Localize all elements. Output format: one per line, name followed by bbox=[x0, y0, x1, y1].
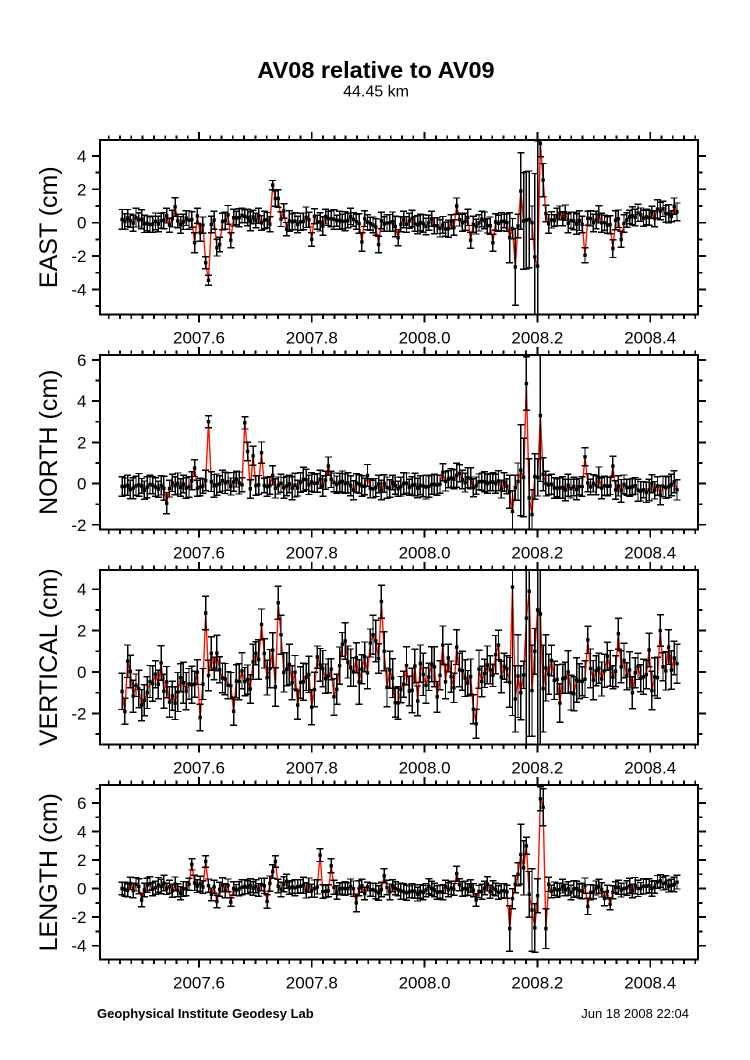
svg-text:2007.8: 2007.8 bbox=[286, 974, 338, 993]
svg-text:2: 2 bbox=[77, 433, 86, 452]
svg-text:-4: -4 bbox=[71, 281, 86, 300]
svg-text:2008.4: 2008.4 bbox=[624, 329, 676, 348]
svg-text:-2: -2 bbox=[71, 704, 86, 723]
svg-text:6: 6 bbox=[77, 351, 86, 370]
svg-text:2008.4: 2008.4 bbox=[624, 759, 676, 778]
svg-text:2: 2 bbox=[77, 622, 86, 641]
svg-text:2008.2: 2008.2 bbox=[511, 974, 563, 993]
svg-text:2008.0: 2008.0 bbox=[399, 544, 451, 563]
svg-text:Geophysical Institute Geodesy: Geophysical Institute Geodesy Lab bbox=[97, 1006, 314, 1021]
svg-text:4: 4 bbox=[77, 580, 86, 599]
svg-text:AV08 relative to AV09: AV08 relative to AV09 bbox=[257, 57, 494, 83]
svg-text:NORTH (cm): NORTH (cm) bbox=[35, 370, 63, 515]
svg-text:4: 4 bbox=[77, 823, 86, 842]
svg-text:4: 4 bbox=[77, 392, 86, 411]
svg-text:2007.6: 2007.6 bbox=[173, 974, 225, 993]
svg-text:2008.4: 2008.4 bbox=[624, 544, 676, 563]
svg-text:-2: -2 bbox=[71, 247, 86, 266]
svg-text:2008.0: 2008.0 bbox=[399, 974, 451, 993]
svg-text:2: 2 bbox=[77, 851, 86, 870]
svg-text:VERTICAL (cm): VERTICAL (cm) bbox=[35, 568, 63, 746]
svg-text:-2: -2 bbox=[71, 908, 86, 927]
svg-text:2008.2: 2008.2 bbox=[511, 544, 563, 563]
svg-text:Jun 18 2008 22:04: Jun 18 2008 22:04 bbox=[581, 1006, 689, 1021]
svg-text:2008.2: 2008.2 bbox=[511, 759, 563, 778]
svg-text:-4: -4 bbox=[71, 937, 86, 956]
svg-text:0: 0 bbox=[77, 880, 86, 899]
svg-text:6: 6 bbox=[77, 794, 86, 813]
svg-text:0: 0 bbox=[77, 663, 86, 682]
svg-text:2007.6: 2007.6 bbox=[173, 759, 225, 778]
svg-text:2007.8: 2007.8 bbox=[286, 544, 338, 563]
svg-text:LENGTH (cm): LENGTH (cm) bbox=[35, 793, 63, 951]
svg-text:4: 4 bbox=[77, 147, 86, 166]
svg-text:2007.8: 2007.8 bbox=[286, 759, 338, 778]
svg-text:2008.2: 2008.2 bbox=[511, 329, 563, 348]
svg-text:0: 0 bbox=[77, 475, 86, 494]
svg-text:2007.6: 2007.6 bbox=[173, 329, 225, 348]
svg-text:2007.6: 2007.6 bbox=[173, 544, 225, 563]
svg-text:2007.8: 2007.8 bbox=[286, 329, 338, 348]
svg-text:-2: -2 bbox=[71, 516, 86, 535]
svg-text:2008.0: 2008.0 bbox=[399, 329, 451, 348]
svg-text:2: 2 bbox=[77, 180, 86, 199]
svg-text:EAST (cm): EAST (cm) bbox=[35, 166, 63, 288]
svg-text:0: 0 bbox=[77, 214, 86, 233]
svg-text:2008.0: 2008.0 bbox=[399, 759, 451, 778]
svg-text:2008.4: 2008.4 bbox=[624, 974, 676, 993]
svg-text:44.45 km: 44.45 km bbox=[343, 84, 409, 101]
